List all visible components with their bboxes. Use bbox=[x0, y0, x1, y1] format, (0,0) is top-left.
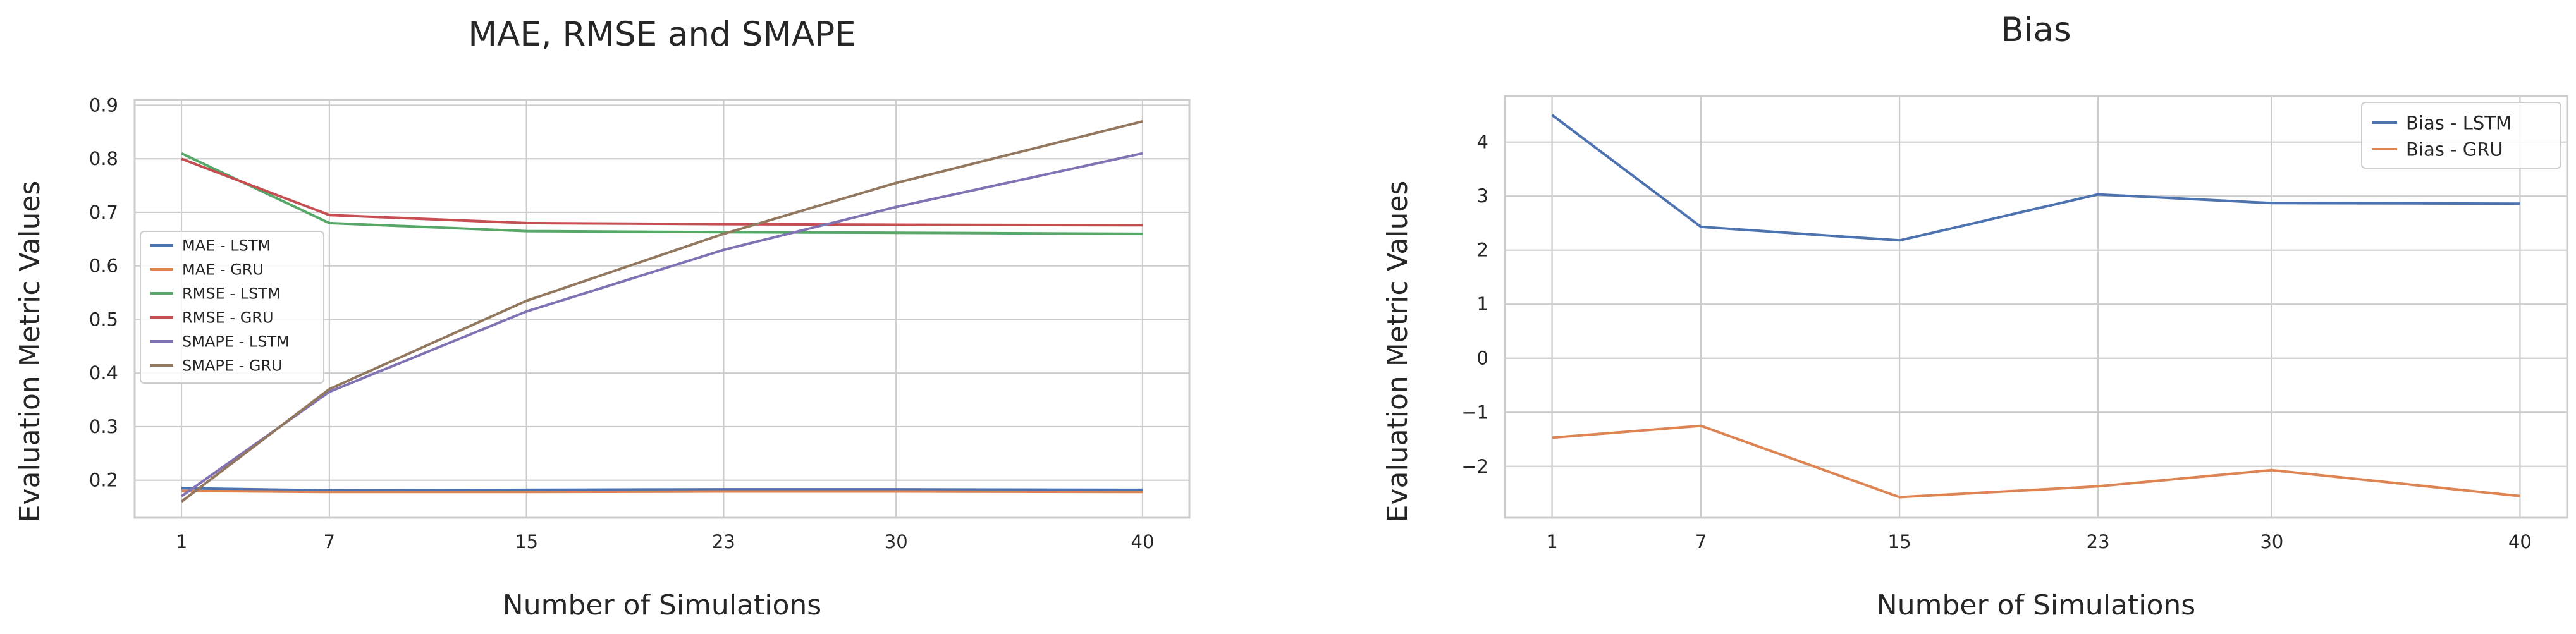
x-axis-label: Number of Simulations bbox=[1877, 589, 2195, 621]
y-tick-label: −1 bbox=[1461, 401, 1488, 423]
y-tick-label: 3 bbox=[1477, 185, 1488, 207]
x-tick-label: 30 bbox=[2260, 531, 2283, 552]
plot-frame bbox=[1504, 95, 2568, 519]
x-tick-label: 30 bbox=[885, 531, 908, 552]
y-tick-label: 0.2 bbox=[89, 470, 118, 491]
y-tick-label: 0.7 bbox=[89, 202, 118, 223]
y-tick-label: 0.4 bbox=[89, 362, 118, 384]
x-axis-label: Number of Simulations bbox=[503, 589, 821, 621]
chart-title: Bias bbox=[2001, 11, 2071, 49]
legend-label: SMAPE - GRU bbox=[182, 357, 283, 375]
legend: Bias - LSTM Bias - GRU bbox=[2361, 102, 2561, 169]
y-axis-label: Evaluation Metric Values bbox=[14, 181, 46, 523]
series-line-mae-lstm bbox=[181, 487, 1143, 492]
legend-label: MAE - GRU bbox=[182, 261, 264, 279]
legend-label: Bias - GRU bbox=[2406, 138, 2503, 160]
legend-box bbox=[140, 231, 324, 384]
x-tick-label: 7 bbox=[324, 531, 335, 552]
y-tick-label: 0 bbox=[1477, 348, 1488, 369]
x-tick-label: 23 bbox=[2087, 531, 2110, 552]
x-tick-label: 1 bbox=[1546, 531, 1557, 552]
series-line-rmse-lstm bbox=[181, 152, 1143, 235]
series-line-bias-gru bbox=[1552, 424, 2520, 499]
y-tick-label: 2 bbox=[1477, 240, 1488, 261]
y-tick-label: 0.6 bbox=[89, 255, 118, 277]
chart-mae-rmse-smape: MAE, RMSE and SMAPE Evaluation Metric Va… bbox=[14, 15, 1191, 621]
y-axis-label: Evaluation Metric Values bbox=[1382, 181, 1414, 523]
legend-label: SMAPE - LSTM bbox=[182, 333, 290, 351]
legend-label: MAE - LSTM bbox=[182, 237, 271, 255]
y-tick-label: 1 bbox=[1477, 293, 1488, 315]
series-line-bias-lstm bbox=[1551, 114, 2520, 242]
legend-label: RMSE - GRU bbox=[182, 309, 274, 327]
x-tick-label: 15 bbox=[515, 531, 538, 552]
plot-frame bbox=[133, 99, 1191, 519]
legend-box bbox=[2361, 102, 2561, 169]
x-tick-label: 40 bbox=[1131, 531, 1155, 552]
x-tick-label: 7 bbox=[1695, 531, 1707, 552]
y-tick-label: 0.9 bbox=[89, 94, 118, 116]
x-tick-label: 23 bbox=[712, 531, 735, 552]
chart-title: MAE, RMSE and SMAPE bbox=[468, 15, 856, 54]
chart-bias: Bias Evaluation Metric Values Number of … bbox=[1382, 11, 2568, 621]
x-tick-label: 40 bbox=[2508, 531, 2532, 552]
series-line-rmse-gru bbox=[181, 157, 1143, 227]
legend-label: RMSE - LSTM bbox=[182, 285, 281, 303]
legend-label: Bias - LSTM bbox=[2406, 112, 2512, 133]
x-tick-label: 15 bbox=[1888, 531, 1911, 552]
series-line-smape-gru bbox=[180, 119, 1143, 503]
series-line-mae-gru bbox=[181, 489, 1143, 494]
y-tick-label: −2 bbox=[1461, 456, 1488, 477]
y-tick-label: 0.5 bbox=[89, 308, 118, 330]
x-tick-label: 1 bbox=[176, 531, 187, 552]
y-tick-label: 0.8 bbox=[89, 148, 118, 169]
legend: MAE - LSTM MAE - GRU RMSE - LSTM RMSE - GRU… bbox=[140, 231, 324, 384]
y-tick-label: 4 bbox=[1477, 131, 1488, 153]
y-tick-label: 0.3 bbox=[89, 416, 118, 437]
